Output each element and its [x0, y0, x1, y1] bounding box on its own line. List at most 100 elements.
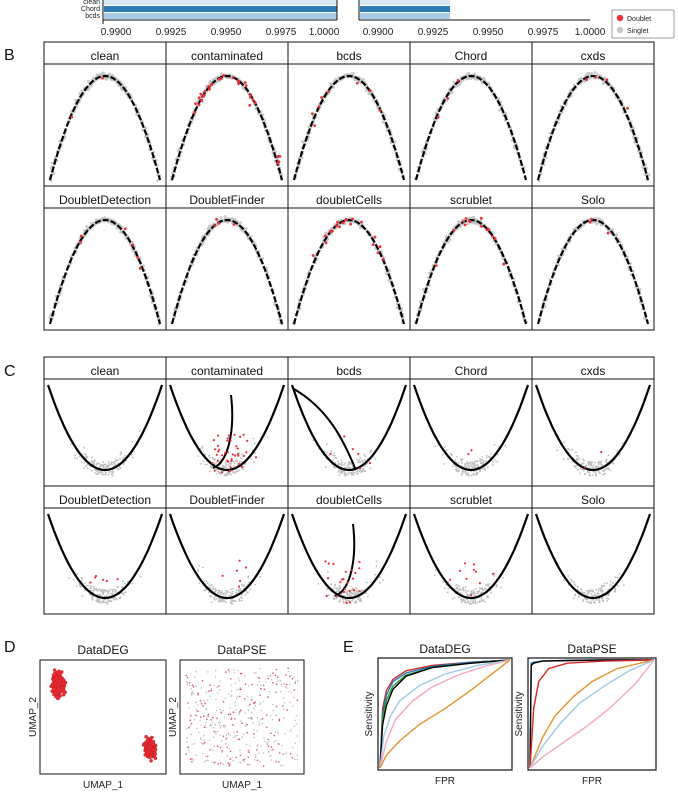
singlet-cell: [470, 474, 473, 477]
singlet-cell: [328, 593, 330, 596]
top-left-tick-3: 0.9975: [266, 27, 297, 38]
singlet-cell: [489, 452, 492, 455]
singlet-cell: [212, 586, 215, 588]
panel-b-title-clean: clean: [91, 49, 120, 63]
singlet-cell: [216, 79, 219, 83]
singlet-cell: [122, 463, 125, 466]
singlet-cell: [575, 467, 577, 469]
singlet-cell: [104, 77, 107, 81]
singlet-cell: [221, 592, 223, 594]
doublet-cell: [234, 454, 237, 457]
singlet-cell: [204, 589, 207, 591]
singlet-cell: [333, 595, 336, 598]
singlet-cell: [445, 449, 448, 452]
doublet-cell: [348, 589, 351, 593]
singlet-cell: [588, 77, 592, 80]
singlet-cell: [349, 594, 352, 597]
singlet-cell: [220, 590, 223, 592]
doublet-cell: [216, 459, 219, 462]
singlet-cell: [244, 593, 247, 596]
doublet-cell: [467, 452, 470, 456]
singlet-cell: [114, 590, 117, 593]
trajectory-curve: [290, 513, 408, 600]
singlet-cell: [583, 473, 586, 476]
singlet-cell: [333, 466, 335, 469]
singlet-cell: [591, 474, 594, 476]
singlet-cell: [113, 598, 116, 601]
singlet-cell: [215, 598, 218, 600]
singlet-cell: [132, 456, 134, 459]
singlet-cell: [587, 591, 589, 593]
doublet-cell: [197, 96, 201, 99]
trajectory-curve: [48, 74, 162, 181]
singlet-cell: [200, 462, 203, 465]
singlet-cell: [247, 577, 250, 579]
singlet-cell: [337, 470, 340, 473]
singlet-cell: [331, 454, 334, 457]
singlet-cell: [356, 459, 359, 461]
singlet-cell: [83, 453, 86, 456]
singlet-cell: [365, 581, 368, 584]
singlet-cell: [357, 470, 359, 473]
singlet-cell: [107, 461, 110, 463]
singlet-cell: [606, 597, 609, 600]
panel-d-title-pse: DataPSE: [217, 643, 266, 657]
singlet-cell: [83, 582, 86, 585]
singlet-cell: [177, 148, 181, 152]
umap-cell: [147, 747, 151, 751]
singlet-cell: [331, 459, 334, 462]
doublet-cell: [351, 217, 354, 221]
singlet-cell: [474, 460, 476, 463]
singlet-cell: [446, 591, 449, 594]
singlet-cell: [238, 589, 240, 591]
top-right-tick-3: 0.9975: [528, 27, 559, 38]
singlet-cell: [574, 465, 577, 468]
doublet-cell: [382, 257, 385, 261]
doublet-cell: [116, 578, 119, 581]
singlet-cell: [208, 454, 211, 457]
singlet-cell: [578, 457, 581, 460]
singlet-cell: [100, 601, 102, 603]
panel-c-cell-scrublet: scrublet: [409, 485, 533, 615]
singlet-cell: [470, 600, 472, 602]
doublet-cell: [473, 563, 476, 566]
singlet-cell: [349, 467, 352, 469]
doublet-cell: [357, 452, 360, 455]
doublet-cell: [344, 570, 347, 573]
singlet-cell: [68, 577, 71, 579]
singlet-cell: [595, 599, 598, 602]
singlet-cell: [597, 592, 600, 595]
singlet-cell: [351, 599, 354, 602]
singlet-cell: [112, 461, 115, 464]
singlet-cell: [215, 223, 219, 227]
doublet-cell: [352, 588, 355, 592]
singlet-cell: [334, 456, 337, 459]
singlet-cell: [586, 592, 589, 595]
singlet-cell: [217, 468, 219, 471]
doublet-cell: [123, 227, 127, 231]
doublet-cell: [376, 251, 380, 255]
singlet-cell: [466, 598, 468, 601]
singlet-cell: [603, 473, 606, 475]
panel-b-cell-clean: clean: [43, 41, 167, 187]
panel-c-title-clean: clean: [91, 364, 120, 378]
singlet-cell: [223, 215, 227, 218]
singlet-cell: [176, 156, 179, 160]
singlet-cell: [201, 446, 204, 449]
singlet-cell: [481, 588, 484, 590]
doublet-cell: [200, 98, 204, 102]
singlet-cell: [215, 461, 218, 464]
singlet-cell: [338, 474, 341, 476]
trajectory-curve: [536, 74, 650, 181]
singlet-cell: [111, 588, 114, 591]
singlet-cell: [339, 587, 341, 590]
singlet-cell: [254, 442, 256, 445]
trajectory-curve: [414, 74, 528, 181]
singlet-cell: [569, 449, 571, 452]
singlet-cell: [334, 461, 336, 464]
singlet-cell: [450, 453, 453, 456]
singlet-cell: [597, 461, 599, 464]
singlet-cell: [445, 99, 449, 103]
trajectory-curve: [412, 384, 530, 472]
singlet-cell: [491, 231, 495, 235]
